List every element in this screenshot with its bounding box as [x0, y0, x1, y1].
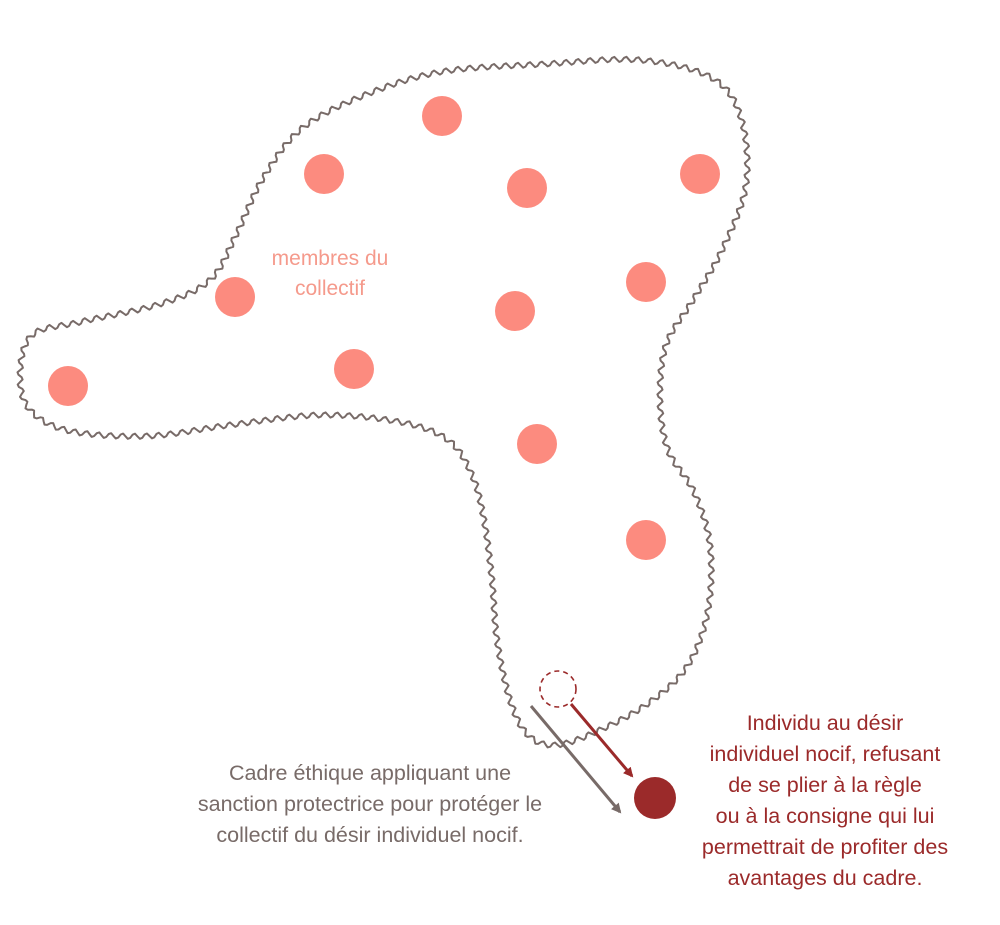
- collective-members: [48, 96, 720, 560]
- member-dot: [304, 154, 344, 194]
- member-dot: [517, 424, 557, 464]
- harmful-individual-dot: [634, 777, 676, 819]
- individual-label-line: individuel nocif, refusant: [709, 742, 941, 766]
- frame-label-line: Cadre éthique appliquant une: [228, 761, 512, 785]
- member-dot: [507, 168, 547, 208]
- member-dot: [215, 277, 255, 317]
- members-label: membres du collectif: [210, 244, 450, 304]
- collective-boundary: [16, 55, 751, 749]
- individual-label-line: permettrait de profiter des: [701, 835, 949, 859]
- harmful-individual-label: Individu au désir individuel nocif, refu…: [650, 708, 1000, 894]
- ethical-frame-label: Cadre éthique appliquant une sanction pr…: [150, 758, 590, 851]
- members-label-line: membres du: [271, 247, 389, 270]
- member-dot: [626, 262, 666, 302]
- frame-label-line: sanction protectrice pour protéger le: [197, 792, 543, 816]
- individual-label-line: de se plier à la règle: [728, 773, 922, 797]
- member-dot: [495, 291, 535, 331]
- exclusion-arrow: [569, 703, 634, 778]
- member-dot: [48, 366, 88, 406]
- frame-label-line: collectif du désir individuel nocif.: [216, 823, 524, 847]
- individual-label-line: Individu au désir: [746, 711, 904, 735]
- former-position-marker: [539, 670, 577, 708]
- sanction-arrow: [529, 705, 622, 814]
- individual-label-line: avantages du cadre.: [727, 866, 923, 890]
- member-dot: [626, 520, 666, 560]
- members-label-line: collectif: [294, 277, 366, 300]
- member-dot: [422, 96, 462, 136]
- member-dot: [680, 154, 720, 194]
- individual-label-line: ou à la consigne qui lui: [715, 804, 935, 828]
- member-dot: [334, 349, 374, 389]
